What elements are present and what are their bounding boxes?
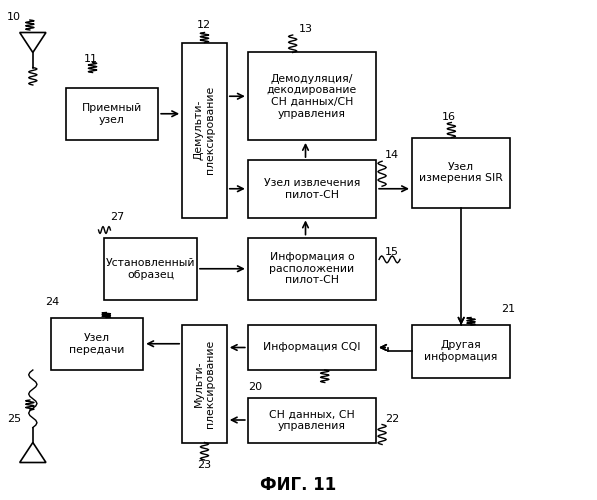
Text: 15: 15 (385, 247, 399, 257)
Text: 10: 10 (7, 12, 21, 22)
Bar (412, 325, 510, 378)
Bar (182, 42, 227, 218)
Text: Узел
измерения SIR: Узел измерения SIR (419, 162, 503, 184)
Text: 20: 20 (248, 382, 262, 392)
Text: Демульти-
плексирование: Демульти- плексирование (193, 86, 216, 174)
Text: Информация CQI: Информация CQI (263, 342, 361, 352)
Text: Информация о
расположении
пилот-СН: Информация о расположении пилот-СН (269, 252, 355, 286)
Text: 14: 14 (385, 150, 399, 160)
Text: Демодуляция/
декодирование
СН данных/СН
управления: Демодуляция/ декодирование СН данных/СН … (267, 74, 357, 118)
Polygon shape (20, 32, 46, 52)
Text: 23: 23 (197, 460, 211, 469)
Bar (182, 325, 227, 442)
Bar (248, 160, 376, 218)
Bar (248, 325, 376, 370)
Bar (66, 88, 158, 140)
Text: 21: 21 (501, 304, 516, 314)
Text: Мульти-
плексирование: Мульти- плексирование (193, 340, 216, 428)
Bar (51, 318, 143, 370)
Text: Другая
информация: Другая информация (424, 340, 498, 362)
Text: 16: 16 (442, 112, 456, 122)
Text: Узел извлечения
пилот-СН: Узел извлечения пилот-СН (264, 178, 360, 200)
Text: ФИГ. 11: ФИГ. 11 (260, 476, 337, 494)
Bar (248, 398, 376, 442)
Text: 13: 13 (298, 24, 312, 34)
Text: 25: 25 (7, 414, 21, 424)
Text: 27: 27 (110, 212, 125, 222)
Text: 24: 24 (45, 297, 59, 307)
Polygon shape (20, 442, 46, 462)
Text: 22: 22 (385, 414, 399, 424)
Bar (248, 52, 376, 140)
Bar (248, 238, 376, 300)
Bar (104, 238, 197, 300)
Text: 12: 12 (197, 20, 211, 30)
Bar (412, 138, 510, 208)
Text: СН данных, СН
управления: СН данных, СН управления (269, 409, 355, 431)
Text: Приемный
узел: Приемный узел (82, 103, 142, 124)
Text: Установленный
образец: Установленный образец (106, 258, 195, 280)
Text: 11: 11 (84, 54, 97, 64)
Text: Узел
передачи: Узел передачи (69, 333, 125, 354)
